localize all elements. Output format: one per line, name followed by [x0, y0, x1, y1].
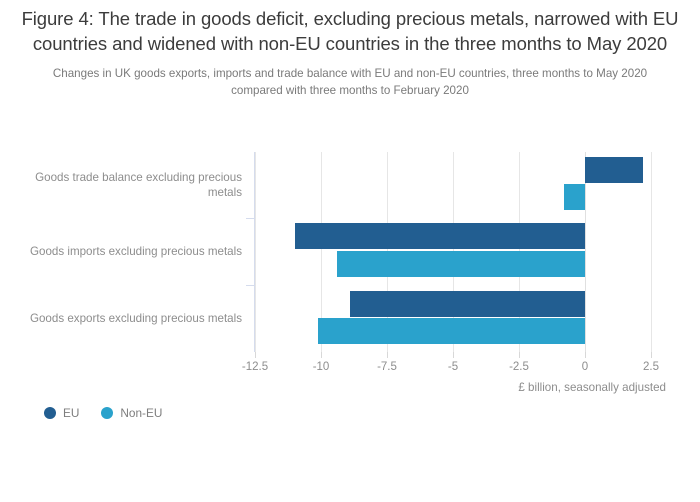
bar-non-eu-imports: [337, 251, 585, 277]
x-tick-mark: [255, 352, 256, 358]
category-label-trade-balance: Goods trade balance excluding precious m…: [35, 171, 242, 199]
x-tick-label: 2.5: [643, 361, 659, 373]
gridline-2-5: [651, 152, 652, 352]
bar-non-eu-exports: [318, 318, 585, 344]
x-tick-label: -10: [312, 361, 330, 373]
x-tick-label: -5: [447, 361, 459, 373]
x-tick-label: -12.5: [241, 361, 269, 373]
x-tick-mark: [387, 352, 388, 358]
category-separator-tick: [246, 285, 255, 286]
gridline-neg12-5: [255, 152, 256, 352]
legend-label-eu: EU: [63, 406, 80, 420]
x-tick-mark: [321, 352, 322, 358]
x-tick-mark: [585, 352, 586, 358]
category-label-exports: Goods exports excluding precious metals: [29, 312, 242, 325]
chart-legend: EU Non-EU: [44, 406, 162, 420]
legend-swatch-circle-icon: [44, 407, 56, 419]
gridline-neg10: [321, 152, 322, 352]
gridline-zero: [585, 152, 586, 352]
bar-non-eu-trade-balance: [564, 184, 585, 210]
chart-title: Figure 4: The trade in goods deficit, ex…: [21, 8, 679, 54]
legend-item-non-eu[interactable]: Non-EU: [101, 406, 162, 420]
category-separator-tick: [246, 218, 255, 219]
y-axis-spine: [254, 152, 255, 352]
x-tick-label: 0: [581, 361, 589, 373]
bar-eu-trade-balance: [585, 157, 643, 183]
x-tick-label: -7.5: [377, 361, 397, 373]
title-block: Figure 4: The trade in goods deficit, ex…: [18, 6, 682, 99]
category-label-imports: Goods imports excluding precious metals: [29, 245, 242, 258]
bar-eu-exports: [350, 291, 585, 317]
x-tick-mark: [651, 352, 652, 358]
legend-label-non-eu: Non-EU: [120, 406, 163, 420]
x-tick-mark: [519, 352, 520, 358]
legend-item-eu[interactable]: EU: [44, 406, 79, 420]
x-axis-title: £ billion, seasonally adjusted: [518, 381, 666, 394]
x-tick-label: -2.5: [509, 361, 529, 373]
bar-eu-imports: [295, 223, 585, 249]
chart-subtitle: Changes in UK goods exports, imports and…: [52, 67, 648, 97]
x-tick-mark: [453, 352, 454, 358]
plot-area: [255, 152, 652, 352]
legend-swatch-circle-icon: [101, 407, 114, 419]
